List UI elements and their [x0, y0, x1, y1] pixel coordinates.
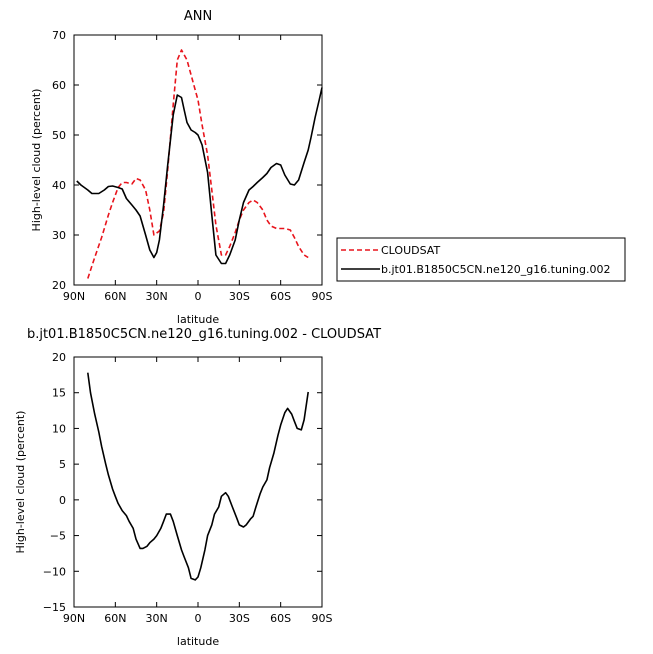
bottom-series-lines	[87, 372, 309, 581]
bottom-y-tick-label: 20	[52, 351, 66, 364]
top-y-ticks: 20 30 40 50 60 70	[52, 29, 322, 292]
top-y-tick-label: 40	[52, 179, 66, 192]
top-x-tick-label: 30N	[146, 290, 168, 303]
bottom-y-tick-label: 15	[52, 387, 66, 400]
bottom-y-tick-label: 5	[59, 458, 66, 471]
bottom-x-ticks: 90N 60N 30N 0 30S 60S 90S	[63, 357, 333, 625]
bottom-series-line-0	[87, 372, 309, 581]
top-x-tick-label: 90N	[63, 290, 85, 303]
legend: CLOUDSAT b.jt01.B1850C5CN.ne120_g16.tuni…	[336, 237, 626, 282]
bottom-x-axis-label: latitude	[177, 635, 219, 648]
top-x-tick-label: 90S	[312, 290, 333, 303]
top-panel: ANN 20 30 40 50 60 70 90N 60N 30N 0 30S 60S 90S Hig…	[30, 9, 333, 326]
bottom-y-tick-label: 10	[52, 422, 66, 435]
bottom-x-tick-label: 0	[195, 612, 202, 625]
top-x-axis-label: latitude	[177, 313, 219, 326]
bottom-x-tick-label: 60N	[104, 612, 126, 625]
top-x-ticks: 90N 60N 30N 0 30S 60S 90S	[63, 35, 333, 303]
top-series-line-1	[76, 87, 323, 265]
bottom-x-tick-label: 30S	[229, 612, 250, 625]
bottom-y-ticks: −15 −10 −5 0 5 10 15 20	[43, 351, 322, 614]
top-y-tick-label: 30	[52, 229, 66, 242]
bottom-x-tick-label: 30N	[146, 612, 168, 625]
top-y-axis-label: High-level cloud (percent)	[30, 89, 43, 232]
bottom-chart-title: b.jt01.B1850C5CN.ne120_g16.tuning.002 - …	[27, 327, 381, 342]
bottom-y-axis-label: High-level cloud (percent)	[14, 411, 27, 554]
top-x-tick-label: 0	[195, 290, 202, 303]
top-y-tick-label: 50	[52, 129, 66, 142]
legend-label-cloudsat: CLOUDSAT	[381, 244, 440, 257]
bottom-y-tick-label: −15	[43, 601, 66, 614]
top-y-tick-label: 60	[52, 79, 66, 92]
bottom-x-tick-label: 90N	[63, 612, 85, 625]
top-x-tick-label: 60S	[270, 290, 291, 303]
top-x-tick-label: 60N	[104, 290, 126, 303]
top-y-tick-label: 20	[52, 279, 66, 292]
bottom-y-tick-label: −10	[43, 565, 66, 578]
top-x-tick-label: 30S	[229, 290, 250, 303]
bottom-x-tick-label: 60S	[270, 612, 291, 625]
bottom-panel: b.jt01.B1850C5CN.ne120_g16.tuning.002 - …	[14, 327, 381, 648]
legend-box	[336, 237, 626, 282]
legend-label-model: b.jt01.B1850C5CN.ne120_g16.tuning.002	[381, 263, 610, 276]
bottom-y-tick-label: −5	[50, 530, 66, 543]
top-series-lines	[76, 49, 323, 279]
top-y-tick-label: 70	[52, 29, 66, 42]
bottom-y-tick-label: 0	[59, 494, 66, 507]
top-chart-title: ANN	[184, 9, 212, 24]
top-series-line-0	[87, 49, 309, 279]
bottom-x-tick-label: 90S	[312, 612, 333, 625]
top-plot-frame	[73, 34, 323, 286]
